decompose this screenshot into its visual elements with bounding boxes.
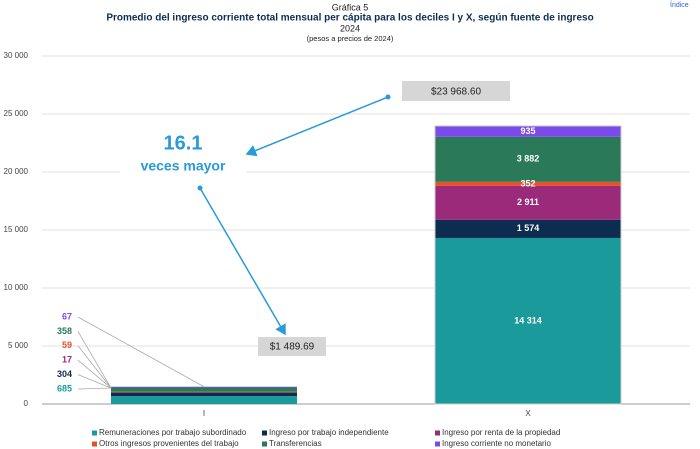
y-tick-label: 25 000 (4, 109, 29, 118)
legend-swatch (92, 430, 97, 436)
arrow (245, 96, 389, 157)
data-label: 59 (62, 340, 72, 350)
y-tick-label: 0 (24, 399, 29, 408)
legend-label: Remuneraciones por trabajo subordinado (99, 428, 247, 437)
data-label: 304 (57, 369, 72, 379)
legend-label: Ingreso corriente no monetario (442, 439, 552, 448)
chart-title: Promedio del ingreso corriente total men… (106, 13, 593, 24)
legend-swatch (435, 441, 440, 447)
data-label: 685 (57, 383, 72, 393)
leader-line (77, 345, 112, 389)
y-tick-label: 5 000 (8, 341, 29, 350)
bar-segment (435, 181, 621, 186)
bar-segment (435, 237, 621, 404)
data-label: 2 911 (517, 197, 539, 207)
leader-line (77, 387, 112, 390)
plot: 0 5 000 10 000 15 000 20 000 25 000 30 000 I 685… (4, 51, 690, 448)
legend-label: Otros ingresos provenientes del trabajo (99, 439, 239, 448)
chart-label: Gráfica 5 (332, 2, 369, 12)
x-tick-label: I (203, 409, 205, 418)
y-tick-label: 30 000 (4, 51, 29, 60)
y-tick-label: 15 000 (4, 225, 29, 234)
data-label: 67 (62, 311, 72, 321)
index-link[interactable]: Índice (670, 0, 689, 9)
bar-segment (111, 391, 297, 393)
leader-line (77, 316, 205, 388)
annotation: $23 968.60 (431, 87, 481, 98)
legend-label: Ingreso por trabajo independiente (269, 428, 389, 437)
leader-line (77, 331, 112, 389)
data-label: 1 574 (517, 223, 540, 233)
annotation: veces mayor (141, 158, 226, 174)
bar-segment (435, 125, 621, 137)
data-label: 935 (520, 126, 535, 136)
legend-label: Ingreso por renta de la propiedad (442, 428, 560, 437)
bar-segment (111, 387, 297, 392)
annotation-box (402, 81, 510, 101)
bar-segment (435, 219, 621, 238)
y-tick-label: 10 000 (4, 283, 29, 292)
annotation-bg (120, 156, 246, 178)
annotations: $23 968.60 $1 489.69 16.1 veces mayor (120, 81, 510, 356)
chart-subtitle: 2024 (340, 23, 360, 33)
annotation: 16.1 (164, 132, 203, 154)
legend-label: Transferencias (269, 439, 322, 448)
bar-outline (434, 125, 622, 405)
bar-segment (111, 396, 297, 404)
y-tick-label: 20 000 (4, 167, 29, 176)
annotation-box (258, 337, 326, 356)
bar-segment (435, 185, 621, 220)
bar-segment (111, 392, 297, 397)
data-label: 358 (57, 326, 72, 336)
bar-segment (111, 386, 297, 388)
legend-swatch (92, 441, 97, 447)
x-tick-label: X (525, 409, 531, 418)
data-label: 3 882 (517, 154, 540, 164)
data-label: 352 (520, 178, 535, 188)
data-label: 17 (62, 355, 72, 365)
legend-swatch (435, 430, 440, 436)
annotation: $1 489.69 (270, 342, 315, 353)
data-label: 14 314 (514, 315, 542, 325)
bar-segment (435, 136, 621, 182)
chart-note: (pesos a precios de 2024) (307, 34, 394, 43)
leader-line (77, 359, 112, 389)
legend-swatch (262, 441, 267, 447)
legend-swatch (262, 430, 267, 436)
arrow (199, 187, 286, 336)
leader-line (77, 374, 112, 389)
